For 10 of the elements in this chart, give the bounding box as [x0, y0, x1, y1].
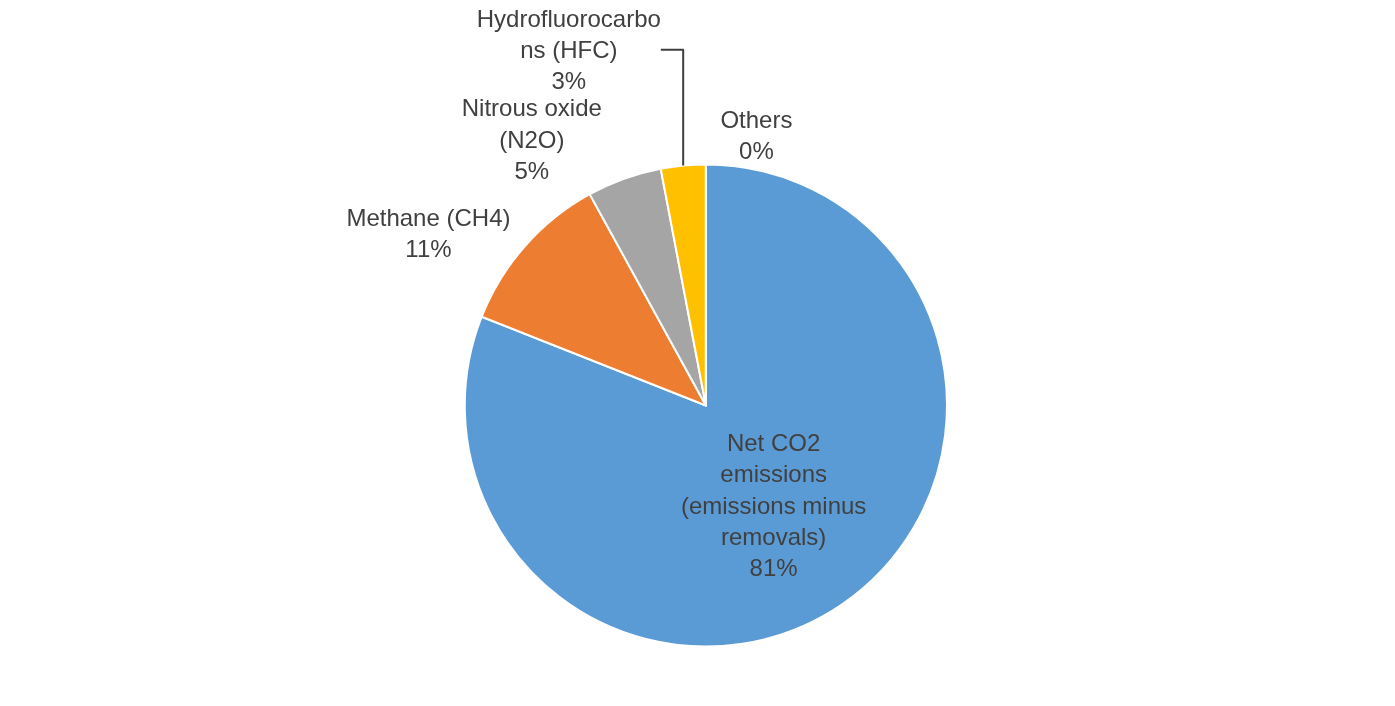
data-label: 3%	[551, 67, 587, 95]
slice-label: Hydrofluorocarbons (HFC)	[476, 4, 661, 64]
text: 0%	[739, 137, 774, 165]
data-label: 5%	[514, 156, 550, 184]
slice-label: Net CO2 emissions (emissions minus removals)	[680, 429, 867, 550]
data-label: 11%	[405, 235, 452, 263]
data-label: 81%	[749, 554, 798, 582]
slice-label: Methane (CH4)	[346, 204, 511, 232]
category-label: Others	[720, 106, 793, 134]
slice-label: Nitrous oxide (N2O)	[461, 94, 602, 153]
